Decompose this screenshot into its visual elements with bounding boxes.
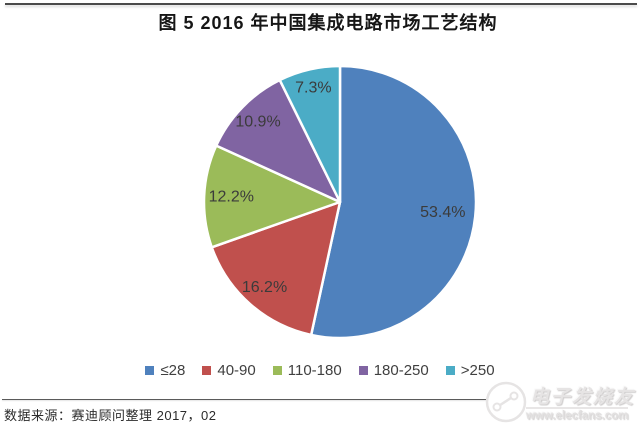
legend-label: 40-90 [217,361,256,379]
legend-label: ≤28 [160,361,186,379]
legend-swatch [202,365,212,375]
legend-swatch [145,365,155,375]
chart-title: 图 5 2016 年中国集成电路市场工艺结构 [158,13,498,33]
legend-item-≤28: ≤28 [145,363,185,378]
pie-slice-label: 12.2% [209,188,254,205]
legend-swatch [445,365,455,375]
bottom-divider [2,399,488,400]
watermark-url: www.elecfans.com [526,407,629,422]
legend-label: 180-250 [373,361,429,379]
data-source-note: 数据来源：赛迪顾问整理 2017，02 [4,408,217,423]
legend-item-110-180: 110-180 [272,361,342,379]
legend-item-40-90: 40-90 [202,361,256,379]
legend-swatch [358,365,368,375]
elecfans-logo-icon [485,381,527,423]
chart-legend: ≤28 40-90 110-180 180-250 >250 [0,360,640,380]
pie-slice-110-180 [202,144,342,249]
pie-slice->250 [278,64,342,204]
watermark: 电子发烧友 www.elecfans.com [484,376,636,426]
legend-label: 110-180 [287,361,342,379]
pie-slice-≤28 [309,64,478,340]
pie-slice-label: 7.3% [295,79,331,96]
legend-label: >250 [460,361,495,379]
pie-slice-180-250 [214,78,342,204]
pie-slice-label: 10.9% [235,114,280,131]
legend-item->250: >250 [445,361,495,379]
legend-item-180-250: 180-250 [358,361,429,379]
top-divider [5,3,637,5]
pie-slice-label: 53.4% [420,204,465,221]
watermark-brand: 电子发烧友 [530,387,636,408]
legend-swatch [272,365,282,375]
pie-slice-40-90 [210,200,342,337]
pie-slice-label: 16.2% [242,279,287,296]
